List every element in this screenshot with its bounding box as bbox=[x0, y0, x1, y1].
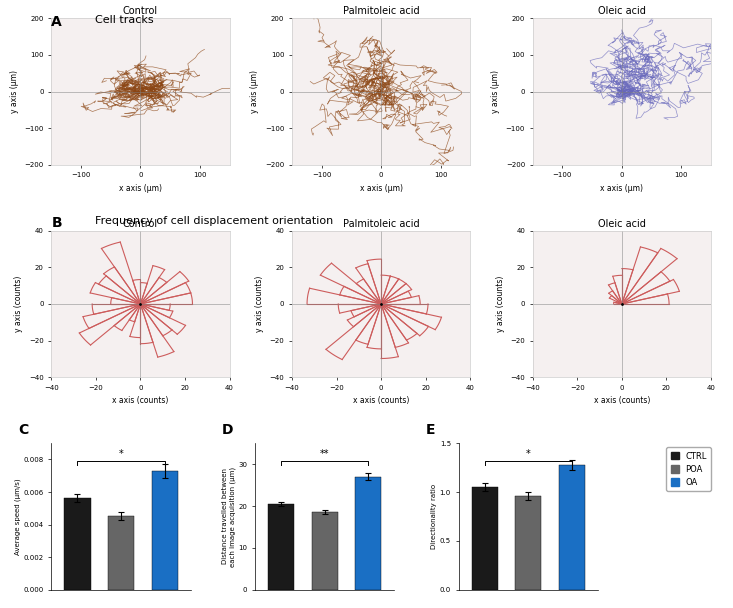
X-axis label: x axis (μm): x axis (μm) bbox=[119, 184, 162, 193]
Text: D: D bbox=[222, 423, 233, 437]
Title: Palmitoleic acid: Palmitoleic acid bbox=[343, 218, 419, 229]
Bar bbox=[312, 513, 338, 590]
Y-axis label: y axis (counts): y axis (counts) bbox=[255, 276, 264, 332]
Bar bbox=[356, 477, 381, 590]
Title: Oleic acid: Oleic acid bbox=[598, 218, 646, 229]
Text: *: * bbox=[119, 449, 123, 459]
Title: Control: Control bbox=[123, 218, 158, 229]
X-axis label: x axis (counts): x axis (counts) bbox=[353, 396, 409, 406]
Text: B: B bbox=[51, 216, 62, 230]
Y-axis label: y axis (counts): y axis (counts) bbox=[496, 276, 505, 332]
Y-axis label: Distance travelled between
each image acquisition (μm): Distance travelled between each image ac… bbox=[222, 466, 235, 567]
Bar bbox=[65, 498, 90, 590]
Bar bbox=[268, 504, 294, 590]
Text: *: * bbox=[526, 449, 531, 459]
Y-axis label: y axis (μm): y axis (μm) bbox=[251, 70, 259, 113]
Text: E: E bbox=[426, 423, 435, 437]
Title: Control: Control bbox=[123, 6, 158, 16]
Legend: CTRL, POA, OA: CTRL, POA, OA bbox=[666, 447, 711, 491]
X-axis label: x axis (μm): x axis (μm) bbox=[360, 184, 402, 193]
Text: **: ** bbox=[320, 449, 329, 459]
Text: A: A bbox=[51, 15, 62, 29]
Title: Oleic acid: Oleic acid bbox=[598, 6, 646, 16]
Bar bbox=[108, 516, 134, 590]
Text: Frequency of cell displacement orientation: Frequency of cell displacement orientati… bbox=[95, 216, 334, 226]
Bar bbox=[559, 465, 585, 590]
Bar bbox=[471, 487, 498, 590]
Y-axis label: Directionality ratio: Directionality ratio bbox=[431, 484, 437, 549]
Title: Palmitoleic acid: Palmitoleic acid bbox=[343, 6, 419, 16]
X-axis label: x axis (counts): x axis (counts) bbox=[594, 396, 650, 406]
Y-axis label: y axis (μm): y axis (μm) bbox=[10, 70, 19, 113]
Bar bbox=[152, 471, 177, 590]
Bar bbox=[515, 496, 542, 590]
Text: C: C bbox=[18, 423, 29, 437]
X-axis label: x axis (μm): x axis (μm) bbox=[600, 184, 644, 193]
Y-axis label: y axis (μm): y axis (μm) bbox=[491, 70, 500, 113]
Text: Cell tracks: Cell tracks bbox=[95, 15, 154, 25]
Y-axis label: Average speed (μm/s): Average speed (μm/s) bbox=[14, 478, 21, 555]
Y-axis label: y axis (counts): y axis (counts) bbox=[15, 276, 23, 332]
X-axis label: x axis (counts): x axis (counts) bbox=[112, 396, 169, 406]
